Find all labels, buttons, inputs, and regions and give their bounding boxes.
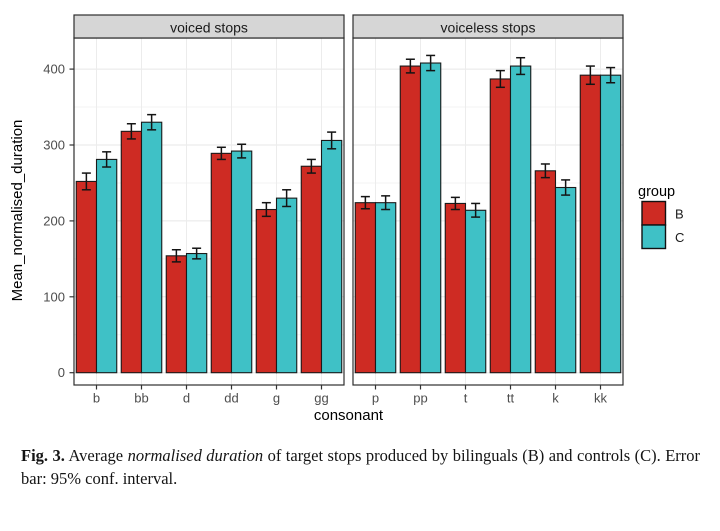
y-tick-label: 300: [43, 138, 65, 153]
x-tick-label-t: t: [464, 391, 468, 406]
facet-strip-label: voiced stops: [170, 20, 248, 36]
panel-background: [74, 38, 344, 385]
caption-italic-phrase: normalised duration: [127, 446, 264, 465]
bar-p-C: [374, 202, 397, 374]
facet-strip: [73, 14, 345, 39]
y-tick-label: 200: [43, 213, 65, 228]
bar-bb-C: [140, 121, 163, 374]
bar-d-C: [185, 252, 208, 374]
x-tick-label-k: k: [552, 391, 559, 406]
y-tick-label: 0: [58, 365, 65, 380]
bar-p-B: [354, 202, 377, 374]
x-tick-label-p: p: [372, 391, 379, 406]
y-tick-label: 400: [43, 62, 65, 77]
caption-text-after: of target stops produced by bilinguals (…: [21, 446, 701, 488]
bar-k-B: [534, 170, 557, 374]
bar-kk-C: [599, 74, 622, 374]
legend-label-B: B: [675, 207, 684, 222]
bar-gg-C: [320, 139, 343, 374]
legend-title: group: [638, 184, 675, 200]
bar-tt-B: [489, 78, 512, 374]
bar-t-B: [444, 202, 467, 374]
bar-b-C: [95, 158, 118, 374]
bar-dd-B: [210, 152, 233, 374]
x-tick-label-b: b: [93, 391, 100, 406]
legend-key-C: [641, 224, 667, 250]
bar-t-C: [464, 209, 487, 374]
x-tick-label-d: d: [183, 391, 190, 406]
bar-pp-B: [399, 65, 422, 374]
bar-d-B: [165, 255, 188, 374]
bar-pp-C: [419, 62, 442, 374]
x-axis-title: consonant: [314, 407, 384, 424]
bar-kk-B: [579, 74, 602, 374]
bar-g-C: [275, 197, 298, 374]
bar-b-B: [75, 180, 98, 374]
x-tick-label-dd: dd: [224, 391, 238, 406]
x-tick-label-kk: kk: [594, 391, 608, 406]
panel-background: [353, 38, 623, 385]
bar-gg-B: [300, 165, 323, 374]
legend-label-C: C: [675, 230, 684, 245]
x-tick-label-g: g: [273, 391, 280, 406]
figure-caption: Fig. 3. Average normalised duration of t…: [21, 444, 700, 490]
bar-bb-B: [120, 130, 143, 374]
x-tick-label-tt: tt: [507, 391, 515, 406]
bar-g-B: [255, 208, 278, 374]
legend-key-B: [641, 200, 667, 226]
x-tick-label-gg: gg: [314, 391, 328, 406]
bar-k-C: [554, 186, 577, 374]
bar-dd-C: [230, 150, 253, 374]
facet-strip: [352, 14, 624, 39]
y-tick-label: 100: [43, 289, 65, 304]
caption-fig-label: Fig. 3.: [21, 446, 65, 465]
caption-text-before: Average: [68, 446, 124, 465]
bar-tt-C: [509, 65, 532, 374]
x-tick-label-pp: pp: [413, 391, 427, 406]
x-tick-label-bb: bb: [134, 391, 148, 406]
y-axis-title: Mean_normalised_duration: [9, 120, 26, 302]
facet-strip-label: voiceless stops: [441, 20, 536, 36]
